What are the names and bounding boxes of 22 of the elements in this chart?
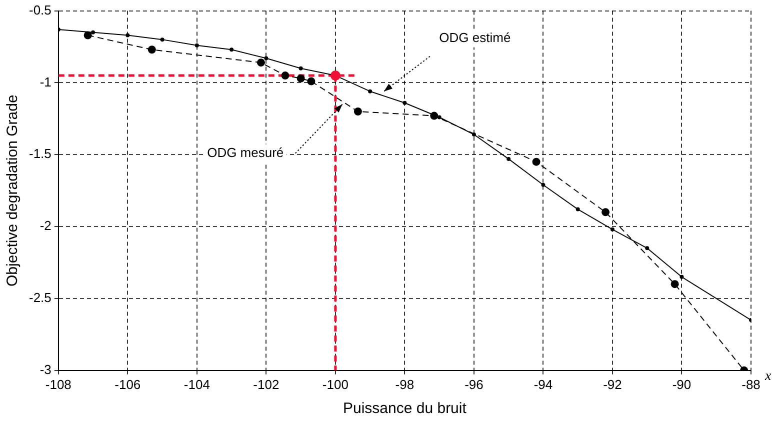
x-tick-label: -88	[742, 376, 760, 392]
x-tick-label: -94	[534, 376, 553, 392]
x-tick-label: -102	[253, 376, 280, 392]
x-tick-label: -100	[322, 376, 348, 392]
annotation: ODG mesuré	[207, 144, 284, 160]
y-tick-label: -0.5	[28, 2, 52, 18]
y-tick-label: -3	[40, 362, 52, 377]
annotation: ODG estimé	[439, 30, 511, 45]
x-tick-label: -104	[184, 376, 210, 392]
x-tick-label: -106	[114, 376, 141, 392]
x-tick-label: -108	[45, 376, 72, 392]
x-tick-label: -98	[395, 376, 414, 392]
x-axis-title: Puissance du bruit	[342, 400, 468, 418]
y-tick-label: -2.5	[28, 290, 52, 306]
y-axis-title: Objective degradation Grade	[4, 94, 22, 286]
x-tick-label: -96	[464, 376, 484, 392]
x-tick-label: -90	[672, 376, 692, 392]
y-tick-label: -1.5	[28, 146, 52, 162]
y-tick-label: -2	[40, 218, 52, 234]
y-tick-label: -1	[40, 74, 52, 90]
text: x	[764, 369, 772, 384]
x-tick-label: -92	[603, 376, 622, 392]
